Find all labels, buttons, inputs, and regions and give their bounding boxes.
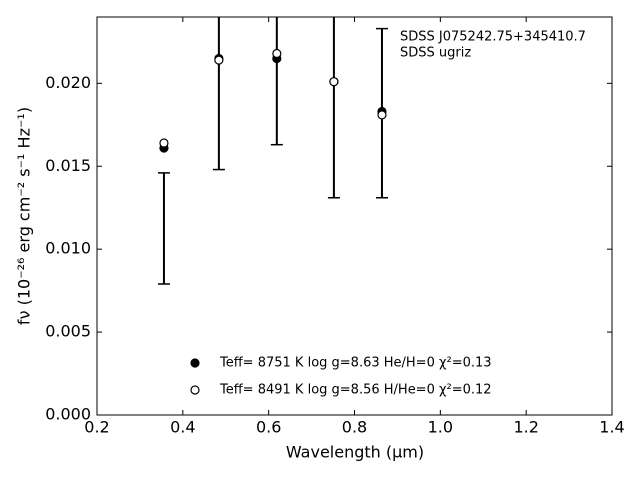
y-tick-label: 0.000: [45, 405, 91, 424]
point: [329, 77, 339, 87]
point: [214, 55, 224, 65]
legend-marker: [190, 385, 200, 395]
x-tick-label: 1.2: [513, 418, 538, 437]
y-tick-label: 0.010: [45, 239, 91, 258]
y-axis-label: fν (10⁻²⁶ erg cm⁻² s⁻¹ Hz⁻¹): [15, 107, 34, 325]
point: [272, 48, 282, 59]
x-tick-label: 0.8: [342, 418, 367, 437]
x-tick-label: 0.4: [170, 418, 195, 437]
y-tick-label: 0.005: [45, 322, 91, 341]
error-bar: [157, 172, 170, 285]
point: [159, 138, 169, 148]
x-axis-label: Wavelength (μm): [286, 443, 424, 462]
plot-area: [157, 17, 388, 285]
x-tick-label: 1.4: [599, 418, 624, 437]
legend-marker: [190, 358, 200, 368]
legend-label: Teff= 8491 K log g=8.56 H/He=0 χ²=0.12: [219, 383, 492, 398]
x-tick-label: 1.0: [428, 418, 453, 437]
x-tick-label: 0.6: [256, 418, 281, 437]
x-tick-label: 0.2: [84, 418, 109, 437]
annotation: SDSS J075242.75+345410.7: [400, 30, 586, 45]
legend-label: Teff= 8751 K log g=8.63 He/H=0 χ²=0.13: [219, 356, 492, 371]
y-tick-label: 0.015: [45, 156, 91, 175]
y-tick-label: 0.020: [45, 73, 91, 92]
point: [377, 110, 387, 120]
annotation: SDSS ugriz: [400, 46, 471, 61]
